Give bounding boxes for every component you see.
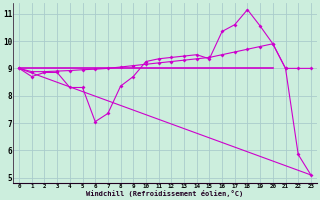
X-axis label: Windchill (Refroidissement éolien,°C): Windchill (Refroidissement éolien,°C) bbox=[86, 190, 244, 197]
